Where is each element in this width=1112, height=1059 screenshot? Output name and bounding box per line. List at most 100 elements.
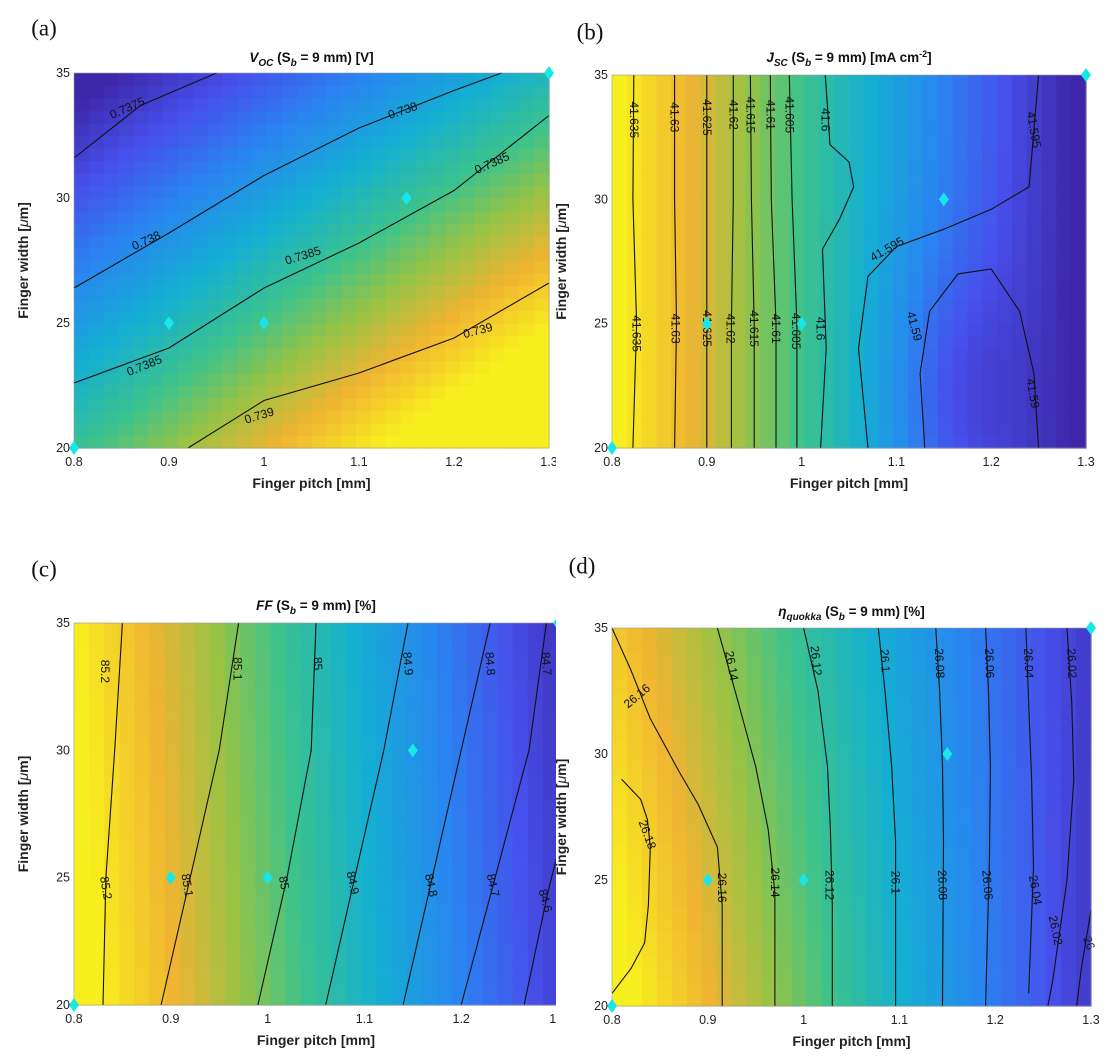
- heatmap-cell: [346, 966, 362, 981]
- heatmap-cell: [881, 653, 898, 667]
- heatmap-cell: [296, 223, 313, 237]
- heatmap-cell: [400, 135, 416, 149]
- heatmap-cell: [356, 110, 372, 124]
- heatmap-cell: [881, 766, 898, 780]
- heatmap-cell: [504, 123, 520, 137]
- heatmap-cell: [641, 273, 658, 287]
- heatmap-cell: [641, 398, 658, 412]
- heatmap-cell: [1056, 286, 1072, 300]
- heatmap-cell: [626, 75, 643, 89]
- heatmap-cell: [148, 260, 164, 274]
- heatmap-cell: [270, 686, 287, 700]
- heatmap-cell: [474, 273, 491, 287]
- heatmap-cell: [804, 87, 820, 101]
- heatmap-cell: [1056, 211, 1072, 225]
- heatmap-cell: [134, 839, 151, 853]
- heatmap-cell: [534, 360, 550, 374]
- heatmap-cell: [452, 661, 468, 675]
- heatmap-cell: [266, 85, 283, 99]
- heatmap-cell: [445, 360, 461, 374]
- heatmap-cell: [237, 323, 253, 337]
- heatmap-cell: [1041, 249, 1057, 263]
- heatmap-cell: [878, 348, 895, 362]
- heatmap-cell: [836, 930, 853, 944]
- plot-frame: [73, 72, 550, 449]
- heatmap-cell: [926, 980, 942, 994]
- heatmap-cell: [641, 75, 658, 89]
- heatmap-cell: [74, 903, 90, 917]
- heatmap-cell: [1011, 211, 1028, 225]
- heatmap-cell: [626, 930, 643, 944]
- heatmap-cell: [700, 373, 717, 387]
- heatmap-cell: [821, 930, 838, 944]
- heatmap-cell: [982, 162, 998, 176]
- heatmap-cell: [893, 273, 909, 287]
- heatmap-cell: [225, 928, 241, 942]
- heatmap-cell: [326, 223, 342, 237]
- heatmap-cell: [834, 398, 850, 412]
- heatmap-cell: [641, 360, 658, 374]
- heatmap-cell: [923, 435, 939, 449]
- heatmap-cell: [430, 435, 446, 449]
- heatmap-cell: [445, 123, 461, 137]
- heatmap-cell: [863, 323, 880, 337]
- heatmap-cell: [89, 673, 105, 688]
- heatmap-cell: [701, 955, 718, 969]
- heatmap-cell: [1026, 261, 1043, 275]
- heatmap-cell: [926, 766, 942, 780]
- heatmap-cell: [804, 249, 820, 263]
- heatmap-cell: [671, 398, 687, 412]
- heatmap-cell: [937, 261, 954, 275]
- heatmap-cell: [88, 260, 105, 274]
- heatmap-cell: [512, 941, 529, 955]
- heatmap-cell: [997, 75, 1013, 89]
- heatmap-cell: [1046, 980, 1062, 994]
- heatmap-cell: [997, 323, 1013, 337]
- contour-label: 41.61: [763, 100, 777, 130]
- heatmap-cell: [896, 703, 912, 717]
- heatmap-cell: [237, 373, 253, 387]
- heatmap-cell: [776, 804, 793, 818]
- heatmap-cell: [671, 211, 687, 225]
- heatmap-cell: [195, 635, 211, 650]
- heatmap-cell: [296, 235, 313, 249]
- heatmap-cell: [497, 648, 514, 662]
- heatmap-cell: [911, 665, 927, 679]
- heatmap-cell: [415, 210, 431, 224]
- heatmap-cell: [430, 248, 446, 262]
- heatmap-cell: [804, 174, 820, 188]
- heatmap-cell: [911, 804, 927, 818]
- heatmap-cell: [192, 198, 209, 212]
- heatmap-cell: [1056, 261, 1072, 275]
- contour-label: 26.14: [722, 650, 741, 682]
- heatmap-cell: [971, 892, 987, 906]
- heatmap-cell: [1061, 628, 1077, 642]
- heatmap-cell: [210, 724, 226, 739]
- heatmap-cell: [497, 941, 514, 955]
- heatmap-cell: [1061, 968, 1077, 982]
- heatmap-cell: [103, 298, 120, 312]
- heatmap-cell: [821, 817, 838, 831]
- y-tick-label: 35: [56, 66, 70, 80]
- heatmap-cell: [504, 410, 520, 424]
- heatmap-cell: [686, 249, 702, 263]
- contour-line: [160, 622, 240, 1006]
- heatmap-cell: [385, 160, 402, 174]
- y-tick-label: 20: [594, 999, 608, 1013]
- heatmap-cell: [716, 653, 733, 667]
- heatmap-cell: [626, 323, 643, 337]
- contour-line: [935, 627, 945, 1007]
- heatmap-cell: [730, 261, 746, 275]
- heatmap-cell: [851, 766, 868, 780]
- heatmap-cell: [715, 87, 732, 101]
- heatmap-cell: [281, 123, 298, 137]
- heatmap-cell: [1071, 124, 1087, 138]
- heatmap-cell: [863, 273, 880, 287]
- heatmap-cell: [849, 112, 865, 126]
- heatmap-cell: [430, 410, 446, 424]
- heatmap-cell: [104, 877, 120, 891]
- heatmap-cell: [148, 135, 164, 149]
- heatmap-cell: [804, 261, 820, 275]
- heatmap-cell: [504, 435, 520, 449]
- heatmap-cell: [331, 852, 347, 866]
